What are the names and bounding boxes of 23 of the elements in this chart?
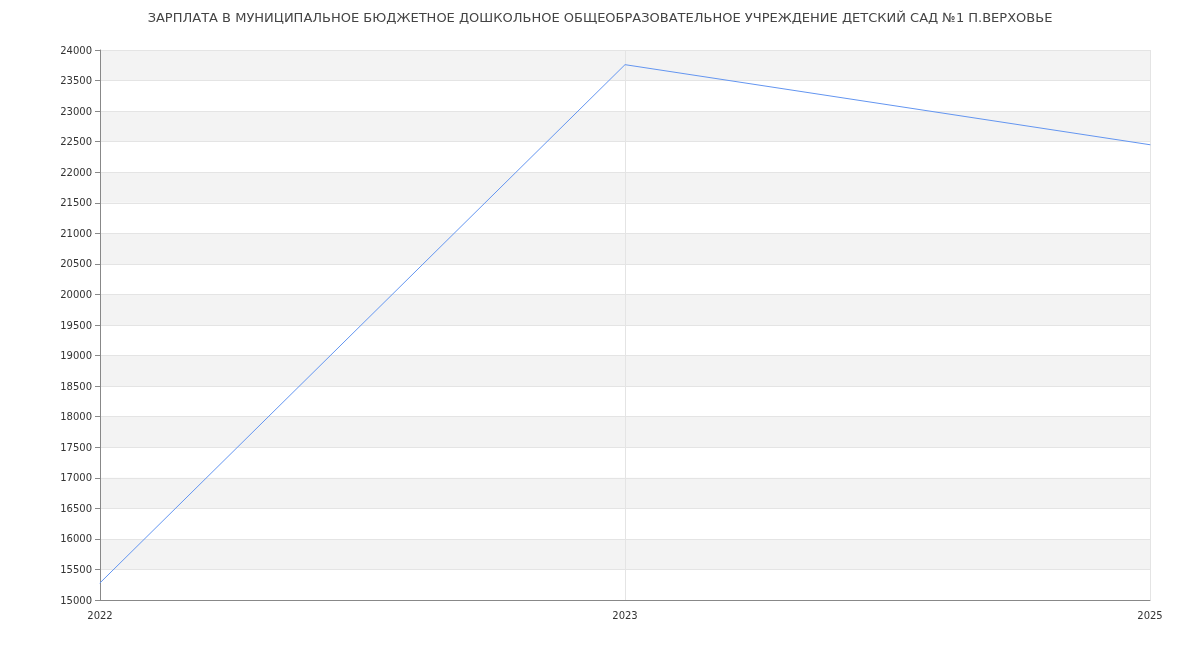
chart-title: ЗАРПЛАТА В МУНИЦИПАЛЬНОЕ БЮДЖЕТНОЕ ДОШКОЛЬНОЕ ОБЩЕОБРАЗОВАТЕЛЬНОЕ УЧРЕЖДЕНИЕ ДЕТСКИЙ САД №1 П.ВЕРХОВЬЕ (147, 10, 1053, 25)
y-tick-label: 19500 (60, 319, 92, 331)
y-tick-label: 18500 (60, 380, 92, 392)
y-tick-label: 21500 (60, 197, 92, 209)
x-tick-label: 2025 (1137, 609, 1163, 621)
y-tick-label: 21000 (60, 227, 92, 239)
y-tick-label: 19000 (60, 350, 92, 362)
y-tick-label: 16500 (60, 502, 92, 514)
y-tick-label: 22500 (60, 136, 92, 148)
x-tick-label: 2023 (612, 609, 638, 621)
y-tick-label: 23000 (60, 105, 92, 117)
y-tick-label: 18000 (60, 411, 92, 423)
y-tick-label: 15000 (60, 594, 92, 606)
y-tick-label: 20500 (60, 258, 92, 270)
y-tick-label: 15500 (60, 563, 92, 575)
y-tick-label: 17000 (60, 472, 92, 484)
y-tick-label: 22000 (60, 166, 92, 178)
y-tick-label: 20000 (60, 288, 92, 300)
y-tick-label: 24000 (60, 44, 92, 56)
y-tick-label: 17500 (60, 441, 92, 453)
y-tick-label: 23500 (60, 75, 92, 87)
y-tick-label: 16000 (60, 533, 92, 545)
x-tick-label: 2022 (87, 609, 113, 621)
